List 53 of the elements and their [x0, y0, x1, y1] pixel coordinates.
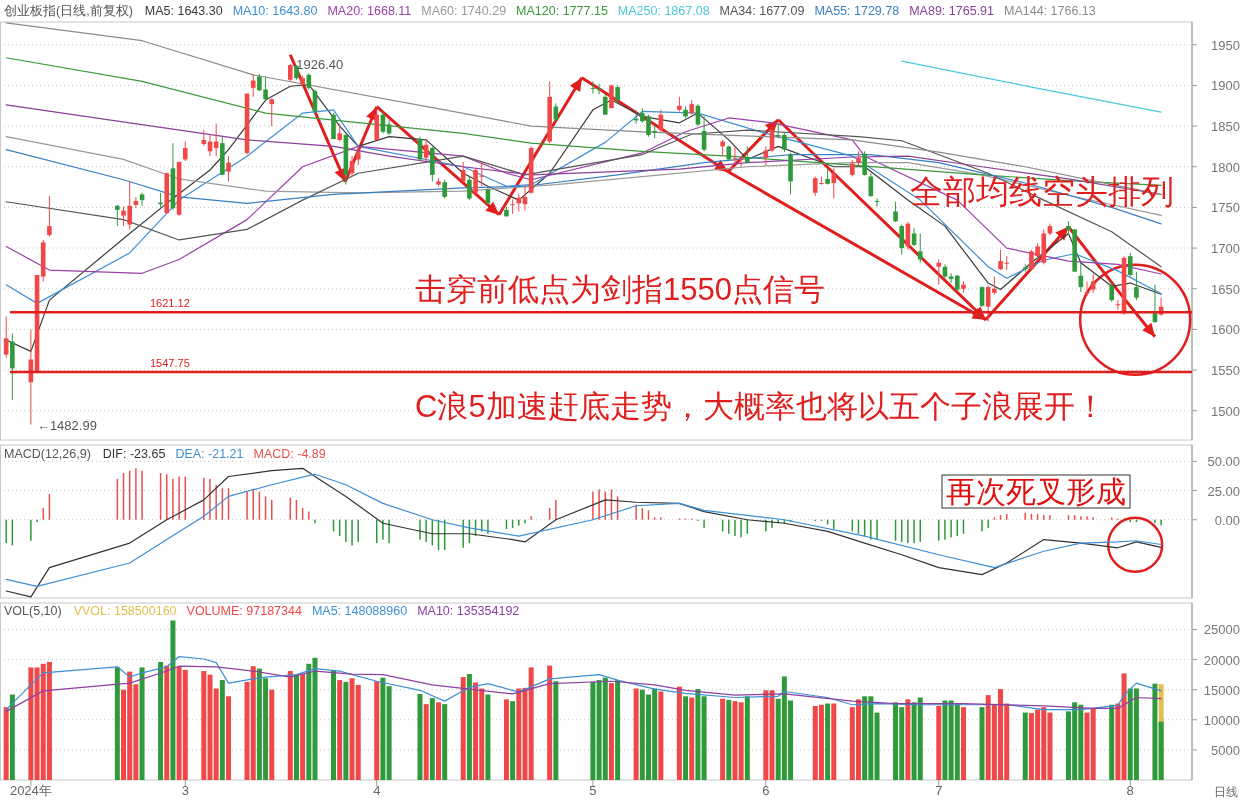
y-tick-label: 25.00 — [1207, 483, 1240, 499]
y-tick-label: 1500 — [1211, 403, 1240, 419]
annotation: 1926.40 — [296, 56, 344, 72]
y-tick-label: 1550 — [1211, 363, 1240, 379]
text: MA60: 1740.29 — [421, 4, 507, 18]
y-tick-label: 1900 — [1211, 78, 1240, 94]
y-tick-label: 1850 — [1211, 119, 1240, 135]
series-label: VOLUME: 97187344 — [186, 604, 302, 618]
x-tick-label: 7 — [935, 783, 943, 798]
x-tick-label: 8 — [1126, 783, 1134, 798]
y-tick-label: 1650 — [1211, 281, 1240, 297]
text: MA5: 1643.30 — [144, 4, 223, 18]
text: MA34: 1677.09 — [719, 4, 805, 18]
text: MA20: 1668.11 — [327, 4, 412, 18]
text: MA55: 1729.78 — [814, 4, 900, 18]
x-tick-label: 3 — [181, 783, 189, 798]
y-tick-label: 20000 — [1203, 652, 1240, 668]
y-tick-label: 0.00 — [1214, 512, 1240, 528]
text: VVOL: 158500160 — [73, 604, 177, 618]
x-tick-label: 6 — [762, 783, 770, 798]
ref-line-label: 1547.75 — [150, 356, 190, 369]
chart-title: VOL(5,10) — [4, 604, 62, 618]
y-tick-label: 15000 — [1203, 682, 1240, 698]
x-tick-label: 4 — [373, 783, 381, 798]
chart-title: MACD(12,26,9) — [4, 447, 91, 461]
x-tick-label: 5 — [589, 783, 597, 798]
y-tick-label: 1700 — [1211, 241, 1240, 257]
text: DIF: -23.65 — [102, 447, 166, 461]
y-tick-label: 1800 — [1211, 159, 1240, 175]
annotation: 击穿前低点为剑指1550点信号 — [415, 272, 825, 307]
y-tick-label: 25000 — [1203, 622, 1240, 638]
text: MA10: 135354192 — [417, 604, 520, 618]
annotation: ←1482.99 — [36, 417, 97, 433]
chart-title: 创业板指(日线,前复权) — [4, 4, 133, 18]
annotation: 再次死叉形成 — [946, 475, 1126, 508]
text: DEA: -21.21 — [175, 447, 244, 461]
text: MA5: 148088960 — [311, 604, 408, 618]
y-tick-label: 1950 — [1211, 37, 1240, 53]
text: MA250: 1867.08 — [617, 4, 710, 18]
text: MA89: 1765.91 — [909, 4, 995, 18]
text: 日线 — [1214, 785, 1238, 799]
text: MA10: 1643.80 — [232, 4, 318, 18]
y-tick-label: 10000 — [1203, 712, 1240, 728]
y-tick-label: 1750 — [1211, 200, 1240, 216]
y-tick-label: 5000 — [1211, 742, 1240, 758]
ref-line-label: 1621.12 — [150, 297, 190, 310]
x-tick-label: 2024年 — [9, 783, 52, 798]
annotation: C浪5加速赶底走势，大概率也将以五个子浪展开！ — [415, 389, 1106, 424]
text: MACD: -4.89 — [253, 447, 326, 461]
y-tick-label: 50.00 — [1207, 454, 1240, 470]
y-tick-label: 1600 — [1211, 322, 1240, 338]
text: MA120: 1777.15 — [516, 4, 608, 18]
text: MA144: 1766.13 — [1004, 4, 1096, 18]
